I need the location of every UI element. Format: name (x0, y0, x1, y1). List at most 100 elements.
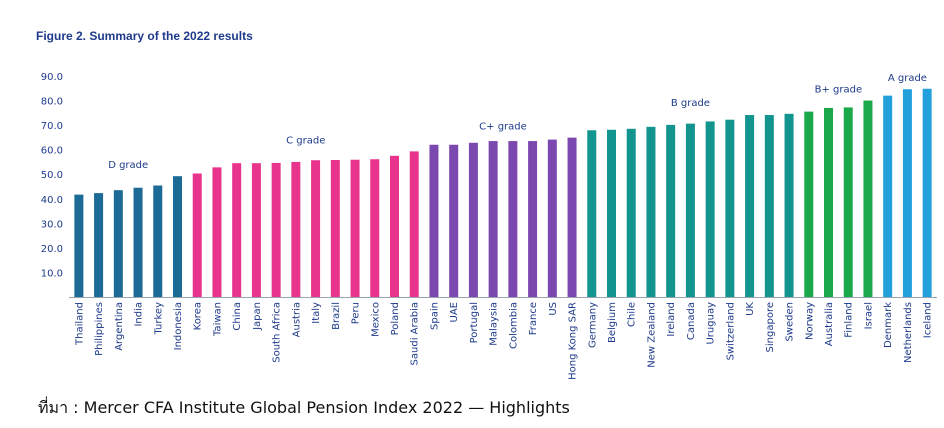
bar-thailand (74, 194, 84, 297)
bar-finland (843, 107, 853, 298)
bar-malaysia (488, 141, 498, 297)
bar-sweden (784, 113, 794, 297)
x-tick-label: US (548, 302, 559, 316)
grade-label: C+ grade (479, 122, 527, 133)
y-tick-label: 50.0 (41, 170, 63, 181)
x-tick-label: Indonesia (173, 302, 184, 350)
x-tick-label: Japan (252, 302, 263, 331)
bar-germany (587, 130, 597, 297)
x-tick-label: Saudi Arabia (410, 302, 421, 365)
bar-us (547, 139, 557, 297)
x-tick-label: Iceland (923, 302, 934, 338)
bar-israel (863, 100, 873, 297)
x-tick-label: Austria (291, 302, 302, 337)
x-tick-label: Korea (193, 302, 204, 330)
x-tick-label: France (528, 302, 539, 335)
y-tick-label: 60.0 (41, 146, 63, 157)
x-tick-label: Mexico (370, 302, 381, 337)
bar-norway (804, 111, 814, 297)
bar-chile (626, 128, 636, 297)
bar-italy (311, 160, 321, 297)
grade-label: A grade (888, 73, 927, 84)
x-tick-label: Sweden (785, 302, 796, 342)
bar-uae (449, 144, 459, 297)
x-tick-label: Poland (390, 302, 401, 335)
y-tick-label: 30.0 (41, 219, 63, 230)
grade-labels: D grade C grade C+ grade B grade B+ grade A g… (108, 73, 927, 171)
bar-saudi-arabia (409, 151, 419, 297)
bar-china (232, 163, 242, 297)
bar-switzerland (725, 119, 735, 298)
bars (74, 88, 932, 298)
bar-hong-kong-sar (567, 137, 577, 297)
bar-spain (429, 144, 439, 297)
grade-label: B+ grade (815, 85, 863, 96)
y-tick-label: 80.0 (41, 97, 63, 108)
x-tick-label: Chile (627, 302, 638, 327)
x-tick-label: Canada (686, 302, 697, 340)
x-tick-label: Brazil (331, 302, 342, 330)
x-axis-labels: Thailand Philippines Argentina India Turkey I… (74, 302, 933, 380)
bar-canada (685, 123, 695, 297)
x-tick-label: Finland (844, 302, 855, 338)
x-tick-label: Germany (587, 302, 598, 348)
bar-south-africa (271, 162, 281, 297)
x-tick-label: Hong Kong SAR (568, 302, 579, 380)
bar-india (133, 187, 143, 297)
x-tick-label: Belgium (607, 302, 618, 343)
x-tick-label: Spain (429, 302, 440, 330)
source-note: ที่มา : Mercer CFA Institute Global Pens… (38, 398, 570, 417)
x-tick-label: Italy (311, 302, 322, 324)
grade-label: B grade (671, 98, 710, 109)
bar-turkey (153, 185, 163, 297)
bar-argentina (113, 190, 123, 297)
x-tick-label: Switzerland (725, 302, 736, 360)
bar-france (528, 141, 538, 297)
x-tick-label: Netherlands (903, 302, 914, 363)
x-tick-label: Israel (863, 302, 874, 329)
bar-austria (291, 161, 301, 297)
bar-uruguay (705, 121, 715, 298)
grade-label: D grade (108, 160, 148, 171)
y-tick-label: 70.0 (41, 121, 63, 132)
x-tick-label: Philippines (94, 302, 105, 356)
bar-korea (192, 173, 202, 297)
figure-title: Figure 2. Summary of the 2022 results (36, 29, 253, 43)
bar-ireland (666, 124, 676, 298)
x-tick-label: Thailand (74, 302, 85, 346)
y-tick-label: 20.0 (41, 244, 63, 255)
x-tick-label: India (134, 302, 145, 327)
x-tick-label: Argentina (114, 302, 125, 351)
y-tick-label: 10.0 (41, 268, 63, 279)
bar-brazil (330, 159, 340, 297)
y-tick-label: 90.0 (41, 72, 63, 83)
x-tick-label: Taiwan (212, 302, 223, 337)
bar-portugal (468, 142, 478, 297)
x-tick-label: Uruguay (706, 302, 717, 345)
x-tick-label: Malaysia (489, 302, 500, 346)
bar-colombia (508, 141, 518, 297)
bar-taiwan (212, 167, 222, 297)
bar-uk (745, 115, 755, 297)
bar-iceland (922, 88, 932, 298)
x-tick-label: Colombia (508, 302, 519, 349)
x-tick-label: UAE (449, 302, 460, 322)
y-tick-label: 40.0 (41, 195, 63, 206)
bar-poland (390, 155, 399, 297)
x-tick-label: Singapore (765, 302, 776, 352)
bar-denmark (883, 95, 893, 297)
x-tick-label: Denmark (883, 302, 894, 348)
x-tick-label: UK (745, 302, 756, 316)
bar-new-zealand (646, 126, 656, 297)
x-tick-label: Peru (351, 302, 362, 324)
x-tick-label: Ireland (666, 302, 677, 337)
bar-peru (350, 159, 360, 297)
x-tick-label: Norway (804, 302, 815, 340)
bar-indonesia (173, 176, 182, 297)
x-tick-label: Portugal (469, 302, 480, 343)
bar-netherlands (902, 89, 912, 297)
bar-philippines (94, 193, 104, 297)
bar-japan (251, 163, 261, 297)
x-tick-label: South Africa (272, 302, 283, 363)
x-tick-label: China (232, 302, 243, 331)
